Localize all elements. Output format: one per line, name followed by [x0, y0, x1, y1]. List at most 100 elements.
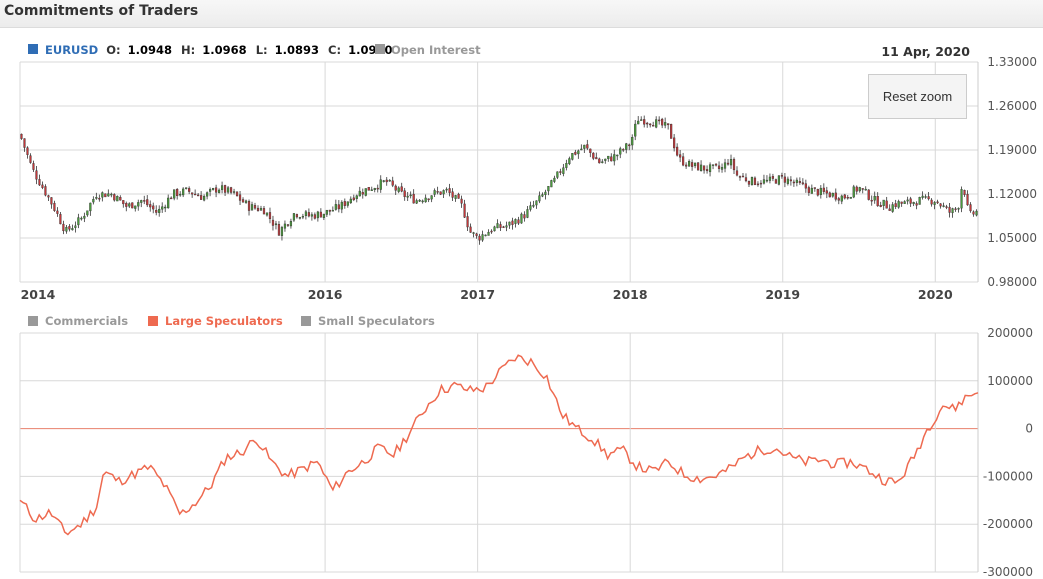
- candle-body: [909, 198, 912, 204]
- candle-body: [559, 171, 562, 173]
- candle-body: [637, 120, 640, 125]
- candle-body: [382, 180, 385, 182]
- candle-body: [158, 208, 161, 213]
- page-title: Commitments of Traders: [4, 3, 199, 19]
- candle-body: [472, 232, 475, 234]
- candle-body: [188, 188, 191, 192]
- candle-body: [203, 195, 206, 201]
- candle-body: [673, 137, 676, 149]
- commercials-legend-label[interactable]: Commercials: [45, 314, 128, 328]
- candle-body: [424, 197, 427, 203]
- open-interest-legend-swatch[interactable]: [375, 44, 385, 54]
- reset-zoom-button[interactable]: Reset zoom: [868, 74, 967, 119]
- candle-body: [634, 123, 637, 137]
- candle-body: [550, 180, 553, 188]
- candle-body: [346, 201, 349, 206]
- legend-o-value: 1.0948: [128, 43, 172, 57]
- small-speculators-legend-label[interactable]: Small Speculators: [318, 314, 435, 328]
- candle-body: [822, 187, 825, 192]
- candle-body: [364, 188, 367, 196]
- candle-body: [879, 204, 882, 207]
- candle-body: [676, 146, 679, 156]
- candle-body: [418, 200, 421, 202]
- candle-body: [439, 191, 442, 195]
- candle-body: [969, 204, 972, 212]
- candle-body: [307, 212, 310, 217]
- positions-pane: 200000 100000 0 -100000 -200000 -300000: [19, 326, 1033, 579]
- candle-body: [975, 210, 978, 216]
- candle-body: [649, 123, 652, 126]
- candle-body: [412, 193, 415, 204]
- open-interest-legend-label[interactable]: Open Interest: [391, 43, 481, 57]
- candle-body: [469, 226, 472, 233]
- candle-body: [286, 224, 290, 226]
- candle-body: [780, 175, 784, 177]
- candle-body: [161, 206, 164, 210]
- candle-body: [86, 210, 89, 216]
- legend-l-label: L:: [256, 43, 268, 57]
- candle-body: [520, 213, 523, 224]
- positions-y-tick-label: -300000: [983, 565, 1033, 579]
- candle-body: [529, 205, 532, 210]
- candle-body: [873, 195, 876, 201]
- legend-h-label: H:: [181, 43, 195, 57]
- candle-body: [688, 161, 691, 167]
- candle-body: [816, 189, 819, 196]
- candle-body: [223, 185, 227, 193]
- eurusd-legend-swatch[interactable]: [28, 44, 38, 54]
- positions-y-tick-label: 0: [1025, 422, 1033, 436]
- candle-body: [714, 163, 718, 166]
- candle-body: [259, 208, 263, 211]
- candle-body: [200, 195, 203, 200]
- candle-body: [927, 196, 930, 200]
- candle-body: [430, 195, 433, 200]
- commercials-legend-swatch[interactable]: [28, 316, 38, 326]
- large-speculators-legend-swatch[interactable]: [148, 316, 158, 326]
- price-y-tick-label: 1.33000: [987, 55, 1037, 69]
- candle-body: [406, 195, 409, 198]
- candle-body: [241, 199, 245, 203]
- large-speculators-line: [19, 354, 979, 536]
- candle-body: [481, 234, 484, 241]
- candle-body: [110, 193, 113, 196]
- candle-body: [268, 212, 272, 220]
- candle-body: [23, 138, 26, 148]
- candle-body: [921, 195, 924, 198]
- candle-body: [705, 169, 709, 172]
- candle-body: [20, 133, 23, 139]
- candle-body: [385, 179, 388, 183]
- small-speculators-legend-swatch[interactable]: [301, 316, 311, 326]
- candle-body: [906, 199, 909, 202]
- candle-body: [463, 203, 466, 218]
- candle-body: [795, 179, 798, 183]
- candle-body: [226, 187, 230, 193]
- candle-body: [840, 195, 843, 202]
- candle-body: [271, 219, 275, 226]
- candle-body: [289, 221, 293, 227]
- candle-body: [699, 164, 703, 172]
- candle-body: [855, 186, 858, 192]
- candle-body: [717, 165, 721, 169]
- candle-body: [960, 189, 963, 209]
- candle-body: [750, 176, 754, 186]
- candle-body: [619, 148, 622, 155]
- candle-body: [643, 119, 646, 125]
- large-speculators-legend-label[interactable]: Large Speculators: [165, 314, 283, 328]
- candle-body: [951, 208, 954, 214]
- candle-body: [915, 203, 918, 206]
- candle-body: [870, 199, 873, 202]
- candle-body: [101, 192, 104, 198]
- candle-body: [328, 209, 331, 212]
- candle-body: [825, 190, 828, 194]
- candle-body: [98, 197, 101, 200]
- candle-body: [29, 155, 32, 163]
- price-y-tick-label: 1.26000: [987, 99, 1037, 113]
- candle-body: [819, 187, 822, 196]
- candle-body: [771, 176, 775, 179]
- eurusd-legend-text[interactable]: EURUSD O: 1.0948 H: 1.0968 L: 1.0893 C: …: [45, 43, 393, 57]
- candle-body: [804, 183, 807, 189]
- legend-symbol: EURUSD: [45, 43, 98, 57]
- candle-body: [810, 187, 813, 194]
- candle-body: [277, 224, 281, 236]
- candle-body: [319, 211, 322, 218]
